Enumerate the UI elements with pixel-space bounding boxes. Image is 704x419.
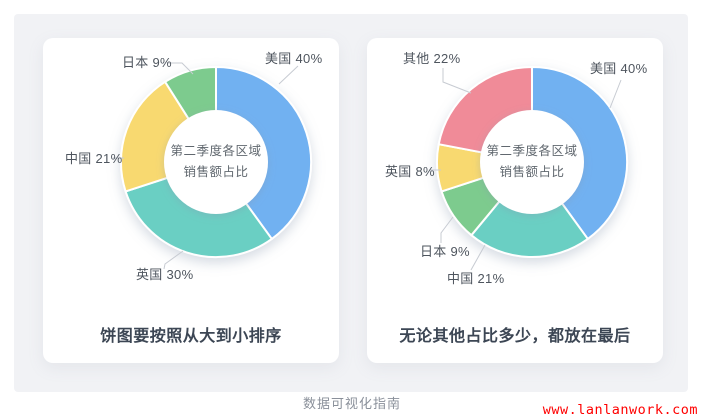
- label-leader-line: [440, 216, 454, 243]
- label-leader-line: [470, 244, 486, 271]
- donut-center-title: 第二季度各区域 销售额占比: [146, 141, 286, 183]
- donut-center-title: 第二季度各区域 销售额占比: [462, 141, 602, 183]
- slice-label-英国: 英国 8%: [385, 164, 435, 179]
- chart-caption-left: 饼图要按照从大到小排序: [100, 328, 282, 345]
- watermark-link[interactable]: www.lanlanwork.com: [542, 402, 698, 418]
- label-leader-line: [609, 79, 622, 109]
- donut-center-line1: 第二季度各区域: [170, 144, 262, 158]
- slice-label-其他: 其他 22%: [403, 51, 461, 66]
- slice-label-美国: 美国 40%: [265, 51, 323, 66]
- donut-chart-right: 第二季度各区域 销售额占比 美国 40% 中国 21% 日本 9% 英国 8% 其他 2…: [367, 38, 663, 300]
- chart-card-other-last-pie: 第二季度各区域 销售额占比 美国 40% 中国 21% 日本 9% 英国 8% 其他 2…: [367, 38, 663, 363]
- donut-svg: [429, 66, 628, 271]
- label-leader-line: [167, 62, 194, 75]
- donut-center-line2: 销售额占比: [183, 165, 249, 179]
- donut-center-line1: 第二季度各区域: [486, 144, 578, 158]
- donut-svg: [113, 62, 312, 270]
- label-leader-line: [163, 250, 184, 270]
- slice-label-中国: 中国 21%: [65, 151, 123, 166]
- donut-hole: [164, 110, 268, 214]
- chart-caption-right: 无论其他占比多少，都放在最后: [399, 328, 631, 345]
- label-leader-line: [442, 68, 472, 94]
- donut-hole: [480, 110, 584, 214]
- donut-chart-left: 第二季度各区域 销售额占比 美国 40% 英国 30% 中国 21% 日本 9%: [43, 38, 339, 300]
- slice-label-美国: 美国 40%: [590, 61, 648, 76]
- slice-label-日本: 日本 9%: [420, 244, 470, 259]
- footer-title: 数据可视化指南: [302, 396, 401, 411]
- label-leader-line: [278, 65, 299, 85]
- slice-label-英国: 英国 30%: [136, 267, 194, 282]
- slice-label-日本: 日本 9%: [122, 55, 172, 70]
- slice-label-中国: 中国 21%: [447, 271, 505, 286]
- chart-card-sorted-pie: 第二季度各区域 销售额占比 美国 40% 英国 30% 中国 21% 日本 9% 饼图…: [43, 38, 339, 363]
- background-panel: 第二季度各区域 销售额占比 美国 40% 英国 30% 中国 21% 日本 9% 饼图…: [14, 14, 688, 392]
- donut-center-line2: 销售额占比: [499, 165, 565, 179]
